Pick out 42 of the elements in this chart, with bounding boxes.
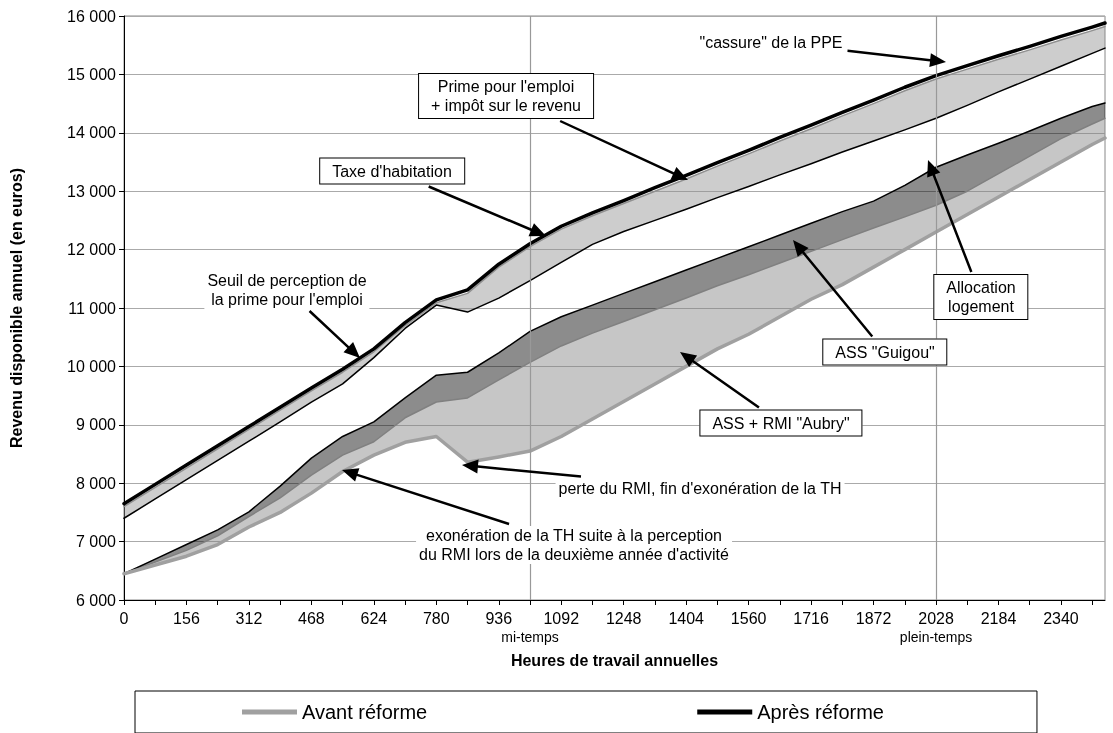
annotation: Allocation logement xyxy=(933,274,1029,320)
y-tick-label: 12 000 xyxy=(67,241,117,259)
y-tick-label: 7 000 xyxy=(75,533,117,551)
x-tick-label: 2340 xyxy=(1043,609,1079,627)
annotation: exonération de la TH suite à la perception du RMI lors de la deuxième année d'activité xyxy=(416,526,732,564)
x-tick-label: 936 xyxy=(485,609,513,627)
annotation: perte du RMI, fin d'exonération de la TH xyxy=(555,478,845,498)
x-tick-label: 780 xyxy=(422,609,450,627)
y-tick-label: 16 000 xyxy=(67,7,117,25)
y-axis-title: Revenu disponible annuel (en euros) xyxy=(7,167,25,449)
legend-label: Avant réforme xyxy=(302,701,428,723)
x-tick-label: 1560 xyxy=(730,609,767,627)
annotation: Prime pour l'emploi + impôt sur le revenu xyxy=(418,73,594,119)
x-tick-label: 0 xyxy=(119,609,129,627)
x-tick-label: 1716 xyxy=(793,609,829,627)
y-tick-label: 9 000 xyxy=(75,416,117,434)
x-tick-label: 1248 xyxy=(605,609,642,627)
y-tick-label: 11 000 xyxy=(68,299,117,317)
ref-line-label: mi-temps xyxy=(501,629,559,645)
y-tick-label: 13 000 xyxy=(67,182,117,200)
y-tick-label: 10 000 xyxy=(67,357,117,375)
x-tick-label: 624 xyxy=(360,609,388,627)
x-tick-label: 2028 xyxy=(918,609,954,627)
annotation: "cassure" de la PPE xyxy=(696,32,846,52)
annotation: Taxe d'habitation xyxy=(319,157,465,185)
y-tick-label: 8 000 xyxy=(75,474,117,492)
legend-label: Après réforme xyxy=(757,701,884,723)
x-tick-label: 1404 xyxy=(668,609,705,627)
x-tick-label: 1872 xyxy=(855,609,892,627)
y-tick-label: 6 000 xyxy=(75,591,117,609)
annotation: ASS "Guigou" xyxy=(822,338,948,366)
annotation: ASS + RMI "Aubry" xyxy=(699,409,863,437)
x-tick-label: 468 xyxy=(298,609,325,627)
x-axis-title: Heures de travail annuelles xyxy=(510,651,719,669)
x-tick-label: 312 xyxy=(235,609,263,627)
x-tick-label: 156 xyxy=(173,609,200,627)
y-tick-label: 15 000 xyxy=(67,65,117,83)
y-tick-label: 14 000 xyxy=(67,124,117,142)
x-tick-label: 1092 xyxy=(543,609,580,627)
ref-line-label: plein-temps xyxy=(899,629,973,645)
x-tick-label: 2184 xyxy=(980,609,1017,627)
annotation: Seuil de perception de la prime pour l'emploi xyxy=(204,271,370,309)
